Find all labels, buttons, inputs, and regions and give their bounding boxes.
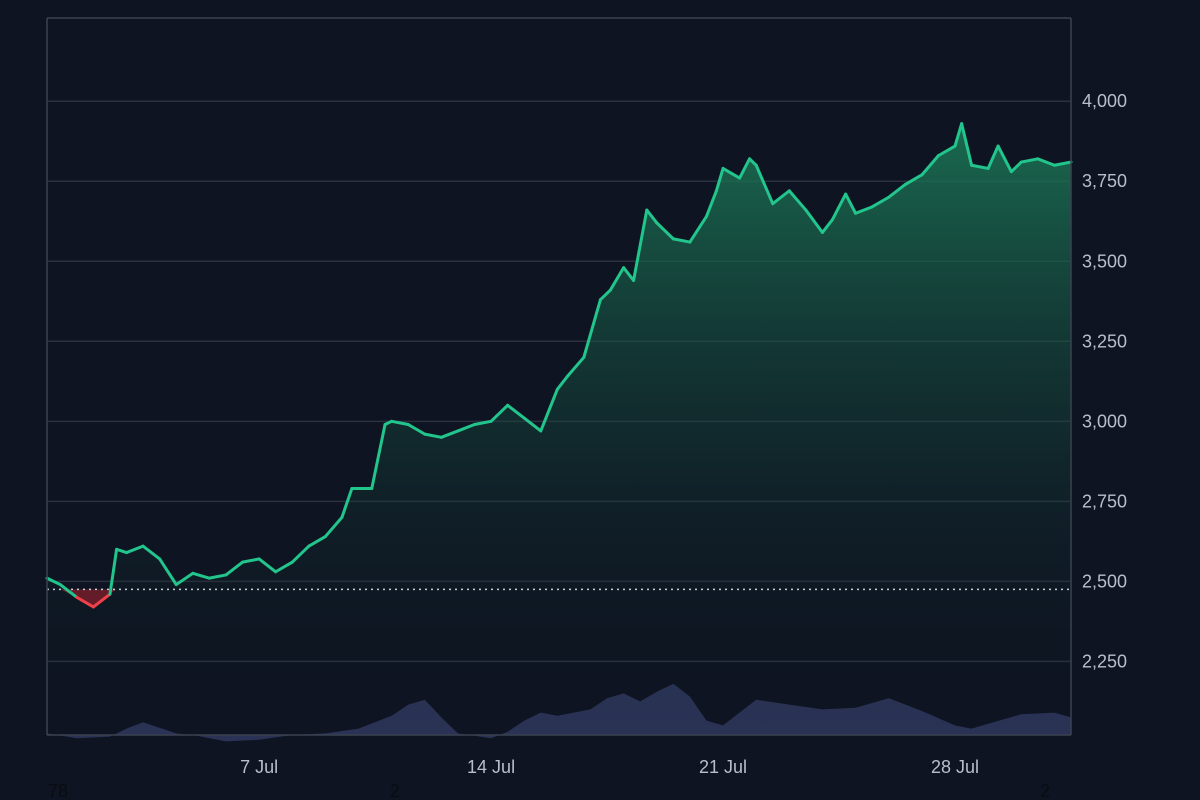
price-segment [506, 403, 526, 420]
price-segment [241, 557, 261, 564]
price-segment [887, 182, 907, 199]
price-segment [598, 288, 612, 302]
price-segment [439, 429, 460, 439]
price-segment [830, 192, 848, 222]
price-segment [158, 557, 178, 587]
y-tick-label: 2,500 [1082, 571, 1127, 591]
price-segment [754, 163, 775, 206]
price-segment [565, 355, 586, 378]
y-tick-label: 3,000 [1082, 411, 1127, 431]
price-segment [390, 419, 410, 427]
price-segment [224, 560, 245, 577]
price-segment [936, 144, 957, 158]
price-segment [1019, 157, 1040, 164]
price-segment [804, 208, 824, 234]
price-segment [622, 266, 636, 282]
y-tick-label: 2,250 [1082, 651, 1127, 671]
x-tick-label: 14 Jul [467, 757, 515, 777]
price-segment [738, 157, 752, 180]
plot-border [46, 17, 1072, 736]
price-segment [903, 173, 924, 186]
price-segment [115, 547, 129, 555]
price-line [45, 122, 1073, 609]
price-segment [953, 122, 964, 148]
price-segment [920, 154, 940, 177]
price-segment [970, 163, 990, 170]
price-segment [645, 208, 659, 225]
price-segment [141, 544, 162, 561]
price-segment [996, 144, 1013, 174]
x-tick-label: 28 Jul [931, 757, 979, 777]
price-segment [290, 544, 311, 564]
price-segment [370, 423, 387, 491]
price-segment [539, 387, 559, 433]
price-segment [522, 416, 543, 433]
price-segment [854, 205, 874, 215]
y-tick-label: 4,000 [1082, 91, 1127, 111]
x-tick-label: 21 Jul [699, 757, 747, 777]
price-segment [108, 547, 119, 596]
price-segment [91, 592, 112, 609]
price-segment [406, 423, 427, 436]
price-segment [423, 432, 443, 439]
price-segment [307, 535, 327, 548]
price-segment [489, 403, 510, 423]
price-segment [582, 298, 602, 359]
price-segment [771, 189, 791, 206]
corner-label-middle: 2 [390, 781, 400, 800]
price-segment [257, 557, 278, 574]
price-segment [472, 419, 493, 427]
price-segment [1036, 157, 1056, 167]
price-segment [1009, 160, 1023, 174]
price-segment [75, 595, 95, 609]
price-segment [191, 571, 211, 580]
price-segment [714, 166, 725, 193]
price-area [47, 123, 1071, 736]
price-segment [323, 515, 344, 539]
price-segment [688, 214, 708, 244]
price-segment [125, 544, 145, 555]
price-segment [58, 583, 79, 599]
area-fill-up [47, 123, 1071, 736]
corner-label-left: 78 [48, 781, 68, 800]
x-tick-label: 7 Jul [240, 757, 278, 777]
price-segment [207, 573, 228, 580]
price-segment [960, 122, 974, 167]
y-tick-label: 3,250 [1082, 331, 1127, 351]
price-segment [704, 189, 718, 218]
price-segment [820, 218, 834, 234]
price-segment [844, 192, 858, 215]
y-tick-label: 3,750 [1082, 171, 1127, 191]
y-tick-label: 3,500 [1082, 251, 1127, 271]
price-segment [456, 423, 476, 433]
y-axis-ticks: 2,250 2,500 2,750 3,000 3,250 3,500 3,750 4,000 [1082, 91, 1127, 671]
price-segment [787, 189, 808, 212]
price-segment [632, 208, 649, 282]
price-segment [608, 266, 626, 292]
price-segment [274, 560, 294, 574]
price-segment [555, 375, 569, 391]
price-segment [671, 237, 692, 244]
x-axis-ticks: 7 Jul 14 Jul 21 Jul 28 Jul [240, 757, 979, 777]
price-segment [45, 576, 62, 587]
price-segment [721, 166, 742, 180]
price-segment [986, 144, 1000, 170]
price-segment [655, 221, 675, 241]
corner-label-right: 2 [1040, 781, 1050, 800]
price-segment [870, 195, 891, 209]
price-segment [748, 157, 758, 167]
price-segment [1052, 160, 1073, 167]
price-segment [340, 487, 354, 519]
corner-labels: 78 2 2 [48, 781, 1050, 800]
price-segment [174, 571, 195, 587]
y-tick-label: 2,750 [1082, 491, 1127, 511]
